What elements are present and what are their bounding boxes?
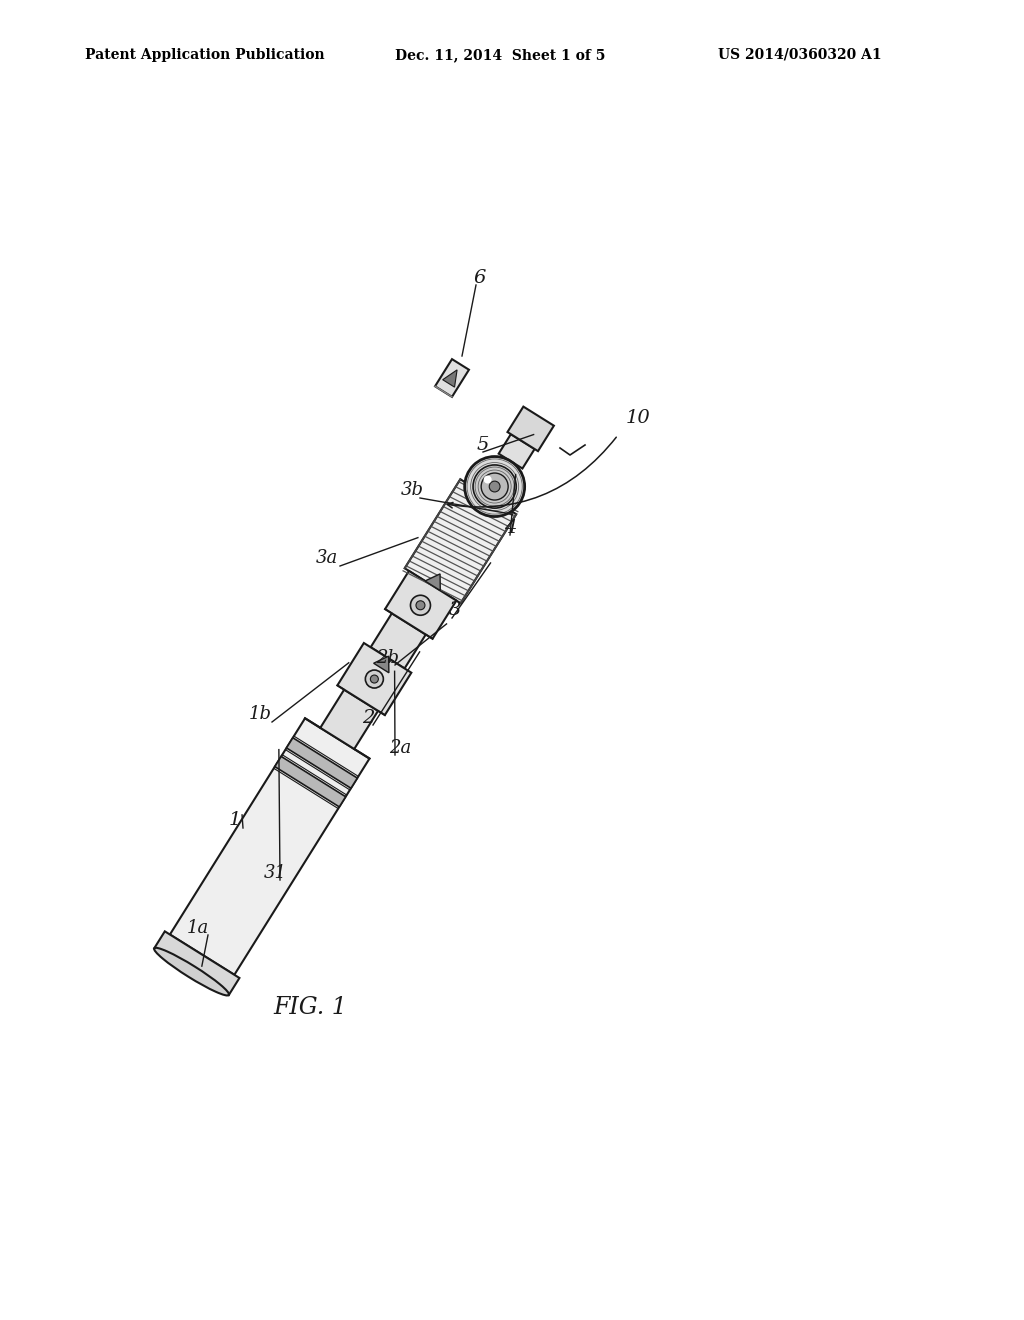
Text: 1b: 1b [249,705,271,723]
Polygon shape [404,479,516,603]
Text: 3a: 3a [315,549,338,568]
Polygon shape [425,574,440,590]
Text: 6: 6 [474,269,486,286]
Text: 2a: 2a [389,739,411,756]
Circle shape [411,595,430,615]
Text: 3: 3 [449,601,461,619]
Polygon shape [170,718,370,974]
Circle shape [473,465,516,508]
Text: Patent Application Publication: Patent Application Publication [85,48,325,62]
Text: 2: 2 [361,709,374,727]
Polygon shape [287,738,357,788]
Text: 10: 10 [626,409,650,426]
Circle shape [483,475,492,483]
Polygon shape [442,370,457,387]
Circle shape [465,457,524,516]
Text: 3b: 3b [400,480,424,499]
Polygon shape [337,643,412,715]
Text: 5: 5 [477,436,489,454]
Polygon shape [371,614,426,668]
Polygon shape [321,689,378,748]
Text: 4: 4 [504,519,516,537]
Ellipse shape [154,948,229,995]
Circle shape [371,675,378,682]
Circle shape [481,473,508,500]
Text: Dec. 11, 2014  Sheet 1 of 5: Dec. 11, 2014 Sheet 1 of 5 [395,48,605,62]
Circle shape [416,601,425,610]
Circle shape [366,671,383,688]
Polygon shape [385,572,457,639]
Text: 2b: 2b [377,649,399,667]
Circle shape [489,480,500,492]
Text: 31: 31 [263,865,287,882]
Text: 1: 1 [228,810,242,829]
Polygon shape [508,407,554,451]
Polygon shape [499,434,535,469]
Text: 1a: 1a [186,919,209,937]
Polygon shape [155,932,240,995]
Polygon shape [374,656,389,673]
Text: FIG. 1: FIG. 1 [273,997,347,1019]
Polygon shape [274,756,346,807]
Text: US 2014/0360320 A1: US 2014/0360320 A1 [718,48,882,62]
Polygon shape [435,359,469,397]
